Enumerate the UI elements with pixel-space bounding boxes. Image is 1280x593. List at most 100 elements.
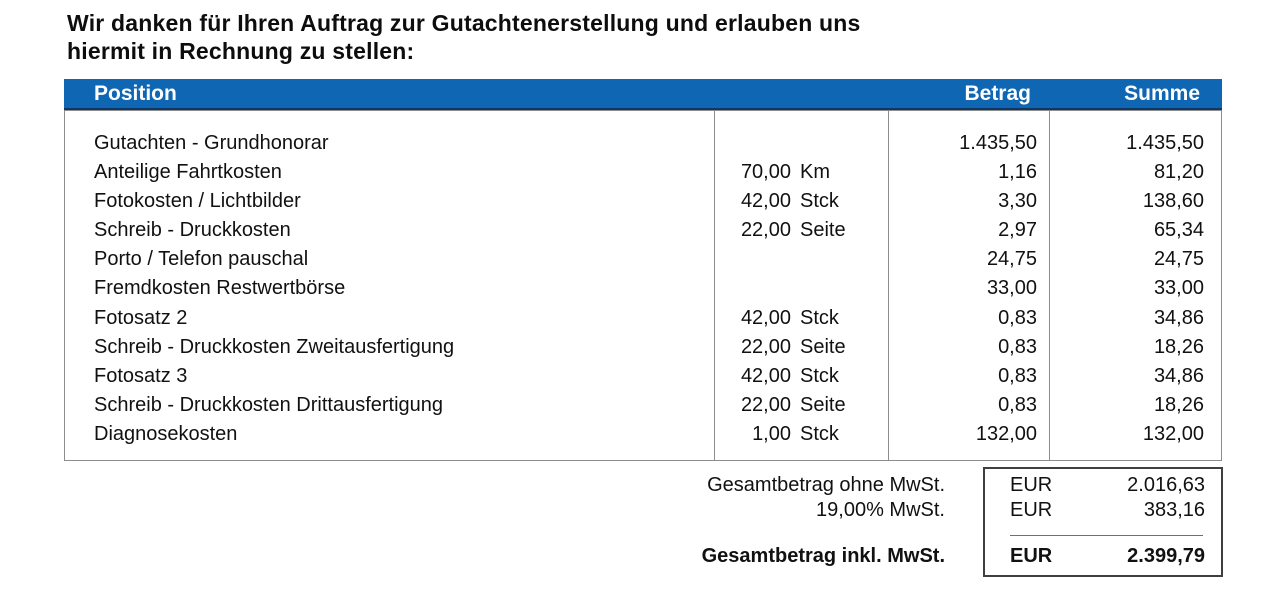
total-vat-row: EUR 383,16 <box>985 496 1221 524</box>
row-quantity: 42,00 Stck <box>714 362 888 391</box>
row-quantity-unit <box>791 245 800 274</box>
column-header-summe: Summe <box>1124 82 1200 105</box>
row-quantity-value: 42,00 <box>740 306 791 329</box>
row-unit-price: 1.435,50 <box>959 132 1037 154</box>
row-unit-price: 132,00 <box>975 422 1037 445</box>
row-quantity-value: 22,00 <box>740 219 791 242</box>
row-unit-price: 0,83 <box>998 306 1037 329</box>
total-gross-amount: 2.399,79 <box>1127 545 1205 567</box>
row-quantity-unit <box>791 129 800 158</box>
row-quantity: 22,00 Seite <box>714 216 888 245</box>
row-quantity-value: 1,00 <box>752 422 791 445</box>
row-description: Fotokosten / Lichtbilder <box>94 190 301 213</box>
row-quantity-value: 22,00 <box>740 335 791 358</box>
row-total: 138,60 <box>1142 190 1204 213</box>
total-vat-currency: EUR <box>1010 499 1053 521</box>
row-quantity: 70,00 Km <box>714 158 888 187</box>
row-description: Schreib - Druckkosten Zweitausfertigung <box>94 335 455 358</box>
intro-line-2: hiermit in Rechnung zu stellen: <box>67 38 415 64</box>
column-divider <box>714 111 715 460</box>
row-description: Fotosatz 2 <box>94 306 188 329</box>
total-net-label: Gesamtbetrag ohne MwSt. <box>707 474 945 496</box>
table-row: Fremdkosten Restwertbörse 33,00 33,00 <box>65 274 1221 303</box>
row-total: 33,00 <box>1153 277 1204 300</box>
row-quantity-value <box>714 129 791 158</box>
totals-box: EUR 2.016,63 EUR 383,16 EUR 2.399,79 <box>983 467 1223 577</box>
row-description: Gutachten - Grundhonorar <box>94 132 329 154</box>
total-net-row: EUR 2.016,63 <box>985 471 1221 499</box>
table-row: Fotosatz 2 42,00 Stck 0,83 34,86 <box>65 304 1221 333</box>
table-row: Porto / Telefon pauschal 24,75 24,75 <box>65 245 1221 274</box>
row-total: 1.435,50 <box>1126 132 1204 154</box>
row-quantity: 22,00 Seite <box>714 333 888 362</box>
row-total: 18,26 <box>1153 335 1204 358</box>
row-unit-price: 0,83 <box>998 364 1037 387</box>
table-row: Anteilige Fahrtkosten 70,00 Km 1,16 81,20 <box>65 158 1221 187</box>
total-vat-label: 19,00% MwSt. <box>816 499 945 521</box>
total-vat-amount: 383,16 <box>1143 499 1205 521</box>
total-net-amount: 2.016,63 <box>1127 474 1205 496</box>
total-gross-row: EUR 2.399,79 <box>985 542 1221 570</box>
row-quantity: 22,00 Seite <box>714 391 888 420</box>
row-quantity-value <box>714 274 791 303</box>
row-unit-price: 0,83 <box>998 393 1037 416</box>
row-quantity-unit: Km <box>800 161 830 184</box>
column-divider <box>1049 111 1050 460</box>
total-gross-label: Gesamtbetrag inkl. MwSt. <box>701 545 945 567</box>
total-gross-currency: EUR <box>1010 545 1053 567</box>
row-quantity-unit: Stck <box>800 306 839 329</box>
table-row: Schreib - Druckkosten Drittausfertigung … <box>65 391 1221 420</box>
table-row: Schreib - Druckkosten 22,00 Seite 2,97 65… <box>65 216 1221 245</box>
row-total: 81,20 <box>1153 161 1204 184</box>
row-description: Diagnosekosten <box>94 422 238 445</box>
row-quantity-value: 42,00 <box>740 190 791 213</box>
totals-divider <box>1010 535 1203 536</box>
row-quantity: 42,00 Stck <box>714 187 888 216</box>
column-divider <box>888 111 889 460</box>
row-description: Fremdkosten Restwertbörse <box>94 277 346 300</box>
row-unit-price: 3,30 <box>998 190 1037 213</box>
row-quantity: 42,00 Stck <box>714 304 888 333</box>
column-header-betrag: Betrag <box>964 82 1031 105</box>
row-quantity-value <box>714 245 791 274</box>
row-quantity <box>714 274 888 303</box>
row-description: Schreib - Druckkosten Drittausfertigung <box>94 393 444 416</box>
row-description: Fotosatz 3 <box>94 364 188 387</box>
row-total: 24,75 <box>1153 248 1204 271</box>
row-unit-price: 33,00 <box>986 277 1037 300</box>
row-description: Schreib - Druckkosten <box>94 219 291 242</box>
intro-text: Wir danken für Ihren Auftrag zur Gutacht… <box>67 9 861 65</box>
row-quantity-value: 42,00 <box>740 364 791 387</box>
row-quantity-unit <box>791 274 800 303</box>
column-header-position: Position <box>94 82 177 105</box>
row-unit-price: 24,75 <box>986 248 1037 271</box>
row-total: 18,26 <box>1153 393 1204 416</box>
row-description: Anteilige Fahrtkosten <box>94 161 282 184</box>
invoice-table: Position Betrag Summe Gutachten - Grundh… <box>64 79 1222 461</box>
row-description: Porto / Telefon pauschal <box>94 248 309 271</box>
row-quantity-unit: Seite <box>800 393 846 416</box>
table-row: Diagnosekosten 1,00 Stck 132,00 132,00 <box>65 420 1221 449</box>
table-header-row: Position Betrag Summe <box>64 79 1222 110</box>
row-unit-price: 2,97 <box>998 219 1037 242</box>
row-quantity: 1,00 Stck <box>714 420 888 449</box>
row-total: 65,34 <box>1153 219 1204 242</box>
row-unit-price: 0,83 <box>998 335 1037 358</box>
row-unit-price: 1,16 <box>998 161 1037 184</box>
row-total: 34,86 <box>1153 364 1204 387</box>
row-quantity-unit: Stck <box>800 190 839 213</box>
row-total: 132,00 <box>1142 422 1204 445</box>
row-quantity-value: 22,00 <box>740 393 791 416</box>
row-quantity-unit: Seite <box>800 335 846 358</box>
row-quantity-value: 70,00 <box>740 161 791 184</box>
table-row: Schreib - Druckkosten Zweitausfertigung … <box>65 333 1221 362</box>
row-quantity <box>714 129 888 158</box>
table-row: Fotosatz 3 42,00 Stck 0,83 34,86 <box>65 362 1221 391</box>
row-total: 34,86 <box>1153 306 1204 329</box>
row-quantity <box>714 245 888 274</box>
table-row: Fotokosten / Lichtbilder 42,00 Stck 3,30 … <box>65 187 1221 216</box>
row-quantity-unit: Stck <box>800 364 839 387</box>
row-quantity-unit: Seite <box>800 219 846 242</box>
intro-line-1: Wir danken für Ihren Auftrag zur Gutacht… <box>67 10 861 36</box>
